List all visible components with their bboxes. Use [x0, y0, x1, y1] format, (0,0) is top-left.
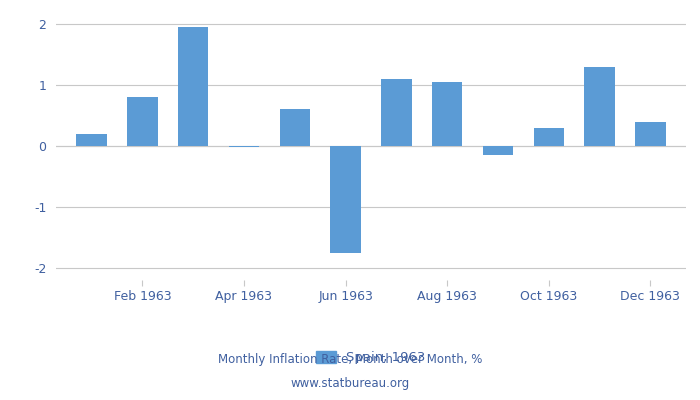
Bar: [382, 79, 412, 146]
Bar: [330, 146, 360, 252]
Bar: [432, 82, 463, 146]
Bar: [533, 128, 564, 146]
Bar: [229, 146, 259, 147]
Bar: [76, 134, 107, 146]
Text: www.statbureau.org: www.statbureau.org: [290, 378, 410, 390]
Legend: Spain, 1963: Spain, 1963: [311, 346, 431, 370]
Text: Monthly Inflation Rate, Month over Month, %: Monthly Inflation Rate, Month over Month…: [218, 354, 482, 366]
Bar: [279, 110, 310, 146]
Bar: [127, 97, 158, 146]
Bar: [584, 67, 615, 146]
Bar: [635, 122, 666, 146]
Bar: [483, 146, 513, 155]
Bar: [178, 27, 209, 146]
